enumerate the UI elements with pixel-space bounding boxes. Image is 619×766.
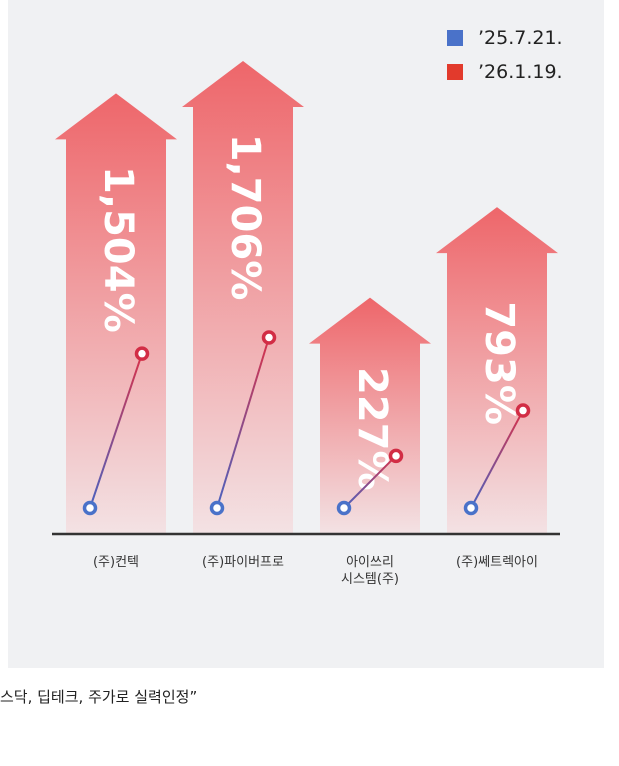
dot-start bbox=[82, 500, 98, 516]
dot-end bbox=[515, 403, 531, 418]
legend-label: ’25.7.21. bbox=[478, 27, 563, 49]
dot-start bbox=[463, 500, 479, 516]
dot-start bbox=[209, 500, 225, 516]
dot-end bbox=[388, 448, 404, 464]
dot-start bbox=[336, 500, 352, 516]
footer: 스닥, 딥테크, 주가로 실력인정” bbox=[0, 688, 198, 706]
trend-line bbox=[470, 410, 524, 509]
legend-label: ’26.1.19. bbox=[478, 61, 563, 83]
x-tick-label: (주)파이버프로 bbox=[202, 555, 284, 570]
legend-swatch bbox=[447, 64, 463, 80]
value-label: 227% bbox=[349, 367, 395, 491]
x-tick-label: (주)컨텍 bbox=[92, 555, 140, 570]
value-label: 1,706% bbox=[222, 134, 268, 301]
legend-swatch bbox=[447, 30, 463, 46]
arrow bbox=[436, 207, 558, 534]
arrow bbox=[182, 61, 304, 534]
value-label: 793% bbox=[476, 301, 522, 425]
arrow bbox=[55, 93, 177, 535]
x-tick-label: 아이쓰리 시스템(주) bbox=[341, 555, 399, 587]
arrow bbox=[309, 297, 431, 534]
dot-end bbox=[261, 330, 277, 345]
trend-line bbox=[89, 353, 143, 509]
trend-line bbox=[343, 455, 397, 509]
value-label: 1,504% bbox=[95, 166, 141, 333]
chart: ’25.7.21. ’26.1.19. 1,504% 1,706% 227% 793% bbox=[52, 27, 563, 536]
x-tick-label: (주)쎄트렉아이 bbox=[456, 555, 538, 570]
dot-end bbox=[134, 346, 150, 361]
trend-line bbox=[216, 337, 270, 509]
